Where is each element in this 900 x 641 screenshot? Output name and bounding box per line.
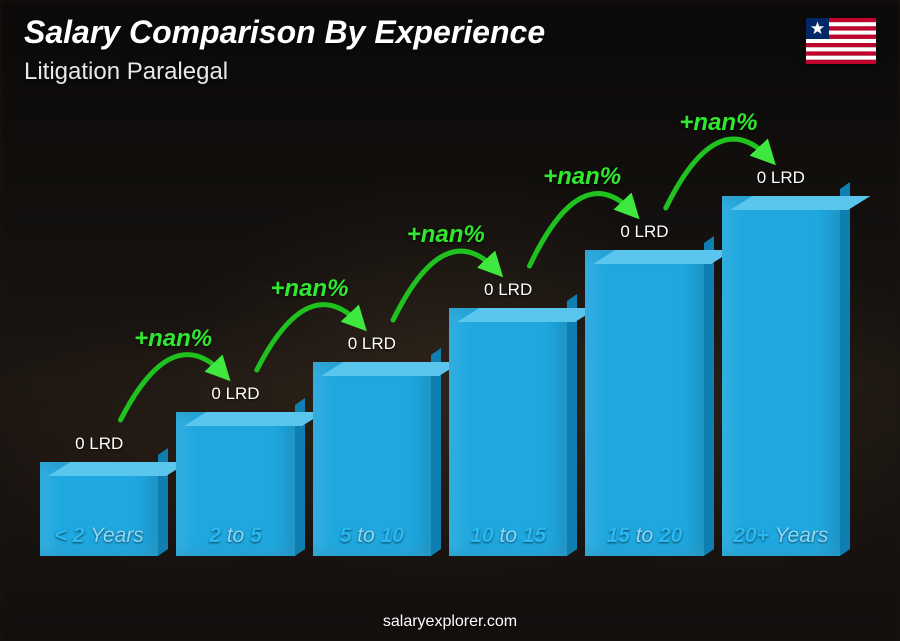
bar-column: 0 LRD 10 to 15 [449, 280, 567, 556]
change-pct-label: +nan% [543, 163, 621, 191]
bar-column: 0 LRD 15 to 20 [585, 222, 703, 556]
bar-value-label: 0 LRD [75, 434, 123, 454]
category-label: 2 to 5 [209, 524, 262, 548]
bar-value-label: 0 LRD [211, 384, 259, 404]
chart-frame: Salary Comparison By Experience Litigati… [0, 0, 900, 641]
change-pct-label: +nan% [134, 325, 212, 353]
change-pct-label: +nan% [679, 109, 757, 137]
bar-value-label: 0 LRD [620, 222, 668, 242]
bar-column: 0 LRD 5 to 10 [313, 334, 431, 556]
chart-title: Salary Comparison By Experience [24, 14, 545, 51]
bar [585, 250, 703, 556]
bar-column: 0 LRD 2 to 5 [176, 384, 294, 556]
category-label: < 2 Years [54, 524, 143, 548]
bar-value-label: 0 LRD [484, 280, 532, 300]
chart-subtitle: Litigation Paralegal [24, 58, 228, 86]
category-label: 5 to 10 [340, 524, 404, 548]
bar [449, 308, 567, 556]
category-label: 20+ Years [733, 524, 828, 548]
category-label: 15 to 20 [607, 524, 683, 548]
bar-column: 0 LRD < 2 Years [40, 434, 158, 556]
bar-column: 0 LRD 20+ Years [722, 168, 840, 556]
footer-attribution: salaryexplorer.com [0, 613, 900, 631]
bar-value-label: 0 LRD [757, 168, 805, 188]
bar-value-label: 0 LRD [348, 334, 396, 354]
change-pct-label: +nan% [270, 275, 348, 303]
change-pct-label: +nan% [407, 221, 485, 249]
flag-liberia [806, 18, 876, 64]
category-label: 10 to 15 [470, 524, 546, 548]
bar-chart: 0 LRD< 2 Years0 LRD2 to 50 LRD5 to 100 L… [40, 95, 840, 596]
bar [722, 196, 840, 556]
